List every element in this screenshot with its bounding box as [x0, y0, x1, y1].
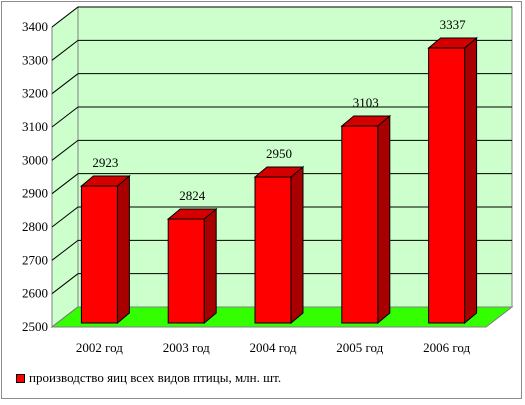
data-labels: 2923 2824 2950 3103 3337 [92, 17, 466, 203]
data-label: 3103 [353, 95, 379, 110]
y-tick-label: 2600 [22, 286, 48, 301]
bar-front-face [254, 176, 292, 324]
bar-side-face [116, 174, 130, 325]
y-tick-label: 3300 [22, 52, 48, 67]
y-tick-label: 3100 [22, 119, 48, 134]
y-tick-label: 2800 [22, 219, 48, 234]
bar-side-face [464, 36, 478, 325]
y-tick-label: 2500 [22, 319, 48, 334]
bar-2006 год [427, 36, 478, 325]
bar-side-face [203, 207, 217, 325]
gridline [51, 39, 512, 61]
bars [80, 36, 478, 325]
data-label: 2950 [266, 146, 292, 161]
bar-side-face [290, 165, 304, 325]
legend: производство яиц всех видов птицы, млн. … [16, 368, 281, 388]
gridline [51, 73, 512, 95]
bar-2003 год [166, 207, 218, 325]
y-tick-label: 3400 [22, 19, 48, 34]
legend-label: производство яиц всех видов птицы, млн. … [29, 370, 282, 385]
gridline [51, 6, 512, 28]
bar-side-face [377, 114, 391, 325]
chart-frame: 2500 2600 2700 2800 2900 3000 3100 3200 3300 3400… [1, 1, 522, 399]
y-tick-label: 3200 [22, 86, 48, 101]
y-tick-label: 2700 [22, 252, 48, 267]
x-category-label: 2002 год [76, 340, 123, 355]
bar-2002 год [80, 174, 131, 325]
y-tick-label: 3000 [22, 152, 48, 167]
bar-2004 год [253, 165, 305, 325]
bar-front-face [428, 47, 466, 324]
data-label: 3337 [440, 17, 467, 32]
bar-chart: 2500 2600 2700 2800 2900 3000 3100 3200 3300 3400… [22, 5, 514, 355]
x-category-label: 2003 год [163, 340, 210, 355]
bar-front-face [341, 125, 379, 324]
y-axis-tick-labels: 2500 2600 2700 2800 2900 3000 3100 3200 3300 3400 [22, 19, 48, 334]
bar-2005 год [340, 114, 392, 325]
x-category-label: 2006 год [423, 340, 470, 355]
gridline [51, 106, 512, 128]
bar-front-face [80, 185, 118, 324]
side-wall [51, 5, 79, 329]
bar-front-face [167, 218, 205, 324]
x-category-label: 2004 год [250, 340, 297, 355]
data-label: 2923 [92, 155, 118, 170]
y-tick-label: 2900 [22, 186, 48, 201]
x-category-label: 2005 год [336, 340, 383, 355]
legend-swatch [16, 373, 25, 383]
data-label: 2824 [179, 188, 206, 203]
x-axis-category-labels: 2002 год 2003 год 2004 год 2005 год 2006 год [76, 340, 471, 355]
